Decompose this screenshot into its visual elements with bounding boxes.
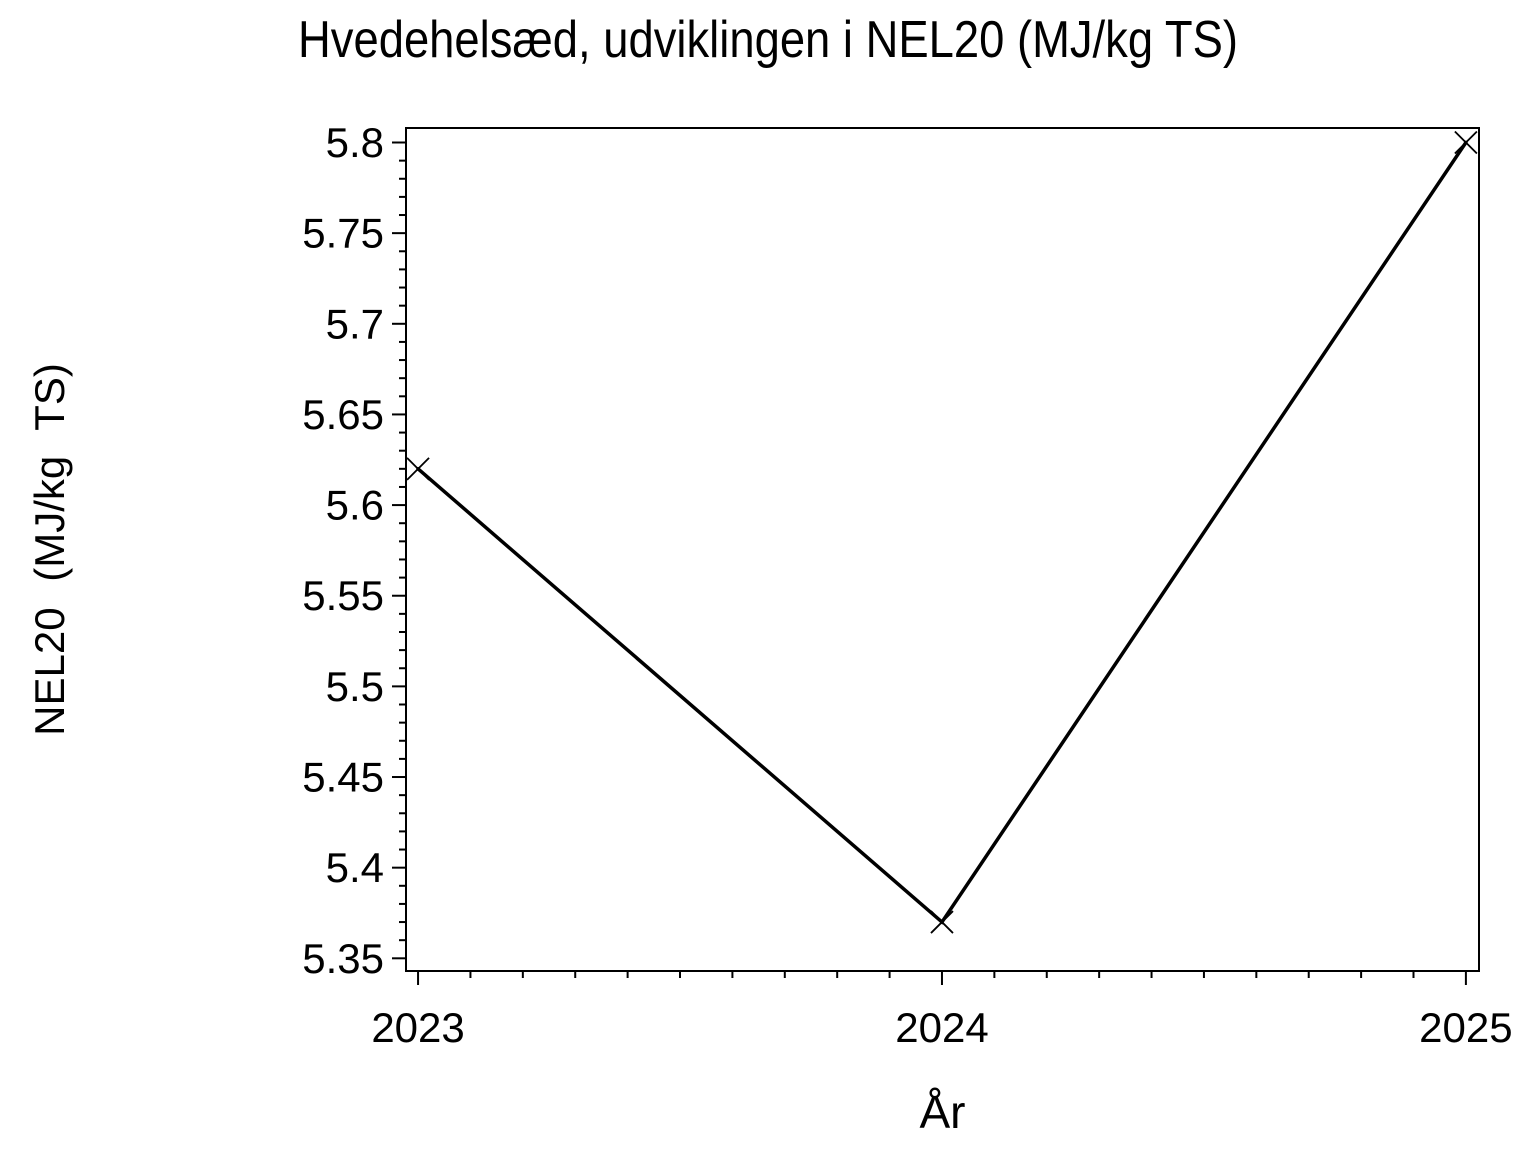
y-tick-label: 5.6 — [326, 482, 384, 529]
x-axis-title: År — [920, 1086, 966, 1138]
data-point-marker — [406, 457, 430, 481]
data-point-marker — [930, 910, 954, 934]
y-tick-label: 5.35 — [302, 935, 384, 982]
x-tick-label: 2024 — [895, 1004, 988, 1051]
y-tick-label: 5.4 — [326, 844, 384, 891]
x-tick-label: 2025 — [1419, 1004, 1512, 1051]
y-tick-label: 5.75 — [302, 210, 384, 257]
plot-frame — [405, 127, 1480, 972]
y-tick-label: 5.7 — [326, 300, 384, 347]
data-series-line — [416, 140, 1468, 925]
y-tick-label: 5.65 — [302, 391, 384, 438]
y-tick-label: 5.5 — [326, 663, 384, 710]
x-tick-label: 2023 — [371, 1004, 464, 1051]
y-tick-label: 5.45 — [302, 754, 384, 801]
chart-title: Hvedehelsæd, udviklingen i NEL20 (MJ/kg … — [298, 11, 1238, 69]
data-point-marker — [1454, 130, 1478, 155]
y-axis-title: NEL20 (MJ/kg TS) — [26, 363, 73, 736]
y-tick-label: 5.8 — [326, 119, 384, 166]
y-tick-label: 5.55 — [302, 572, 384, 619]
